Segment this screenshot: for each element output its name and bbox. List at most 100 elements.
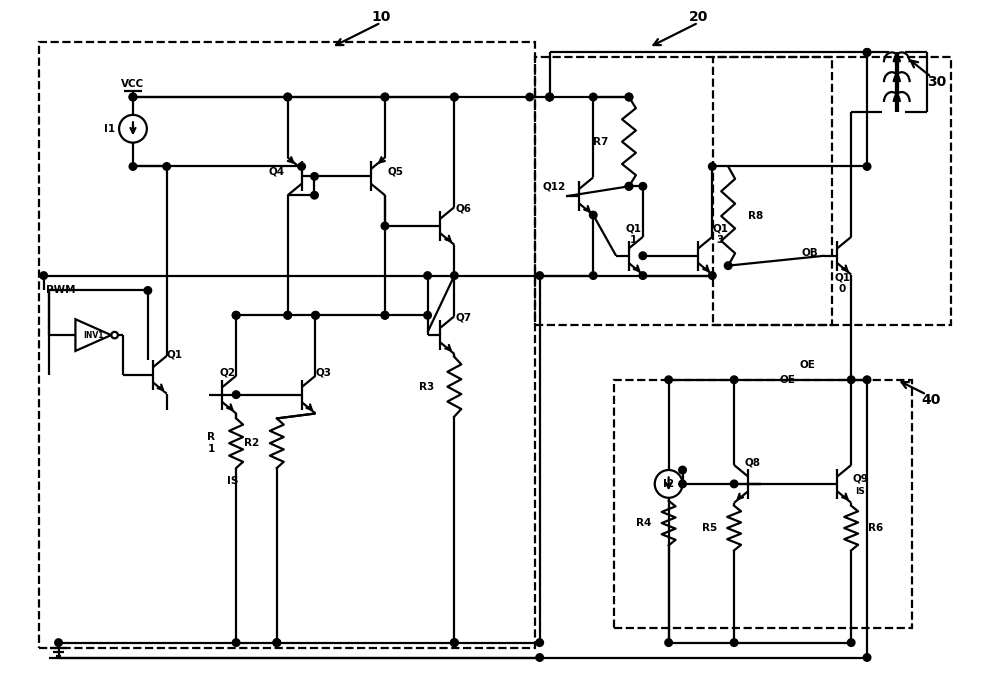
Circle shape [284,93,291,101]
Circle shape [284,311,291,319]
Text: Q7: Q7 [455,312,471,322]
Text: R5: R5 [702,523,717,533]
Text: VCC: VCC [121,79,145,89]
Circle shape [232,639,240,646]
Circle shape [451,639,458,646]
Text: R2: R2 [244,439,260,448]
Circle shape [639,183,647,190]
Circle shape [298,163,305,170]
Text: PWM: PWM [46,286,75,295]
Circle shape [284,311,291,319]
Circle shape [730,639,738,646]
Circle shape [625,93,633,101]
Circle shape [312,311,319,319]
Bar [535,58,832,325]
Circle shape [546,93,553,101]
Bar [39,42,535,648]
Text: Q1
1: Q1 1 [626,223,642,245]
Circle shape [129,163,137,170]
Circle shape [639,252,647,259]
Text: OB: OB [801,247,818,258]
Circle shape [863,49,871,56]
Circle shape [40,272,47,279]
Circle shape [847,639,855,646]
Circle shape [381,222,389,230]
Circle shape [163,163,170,170]
Circle shape [536,654,543,661]
Text: R
1: R 1 [207,432,215,454]
Circle shape [232,311,240,319]
Text: I1: I1 [104,124,115,133]
Circle shape [451,272,458,279]
Circle shape [381,93,389,101]
Circle shape [451,93,458,101]
Circle shape [709,163,716,170]
Text: IS: IS [855,487,865,496]
Circle shape [536,639,543,646]
Circle shape [312,311,319,319]
Text: OE: OE [800,360,815,370]
Circle shape [536,272,543,279]
Bar [614,379,912,628]
Circle shape [232,311,240,319]
Circle shape [863,376,871,384]
Text: OE: OE [780,375,796,385]
Text: Q3: Q3 [315,368,331,378]
Text: Q6: Q6 [455,203,471,213]
Circle shape [589,272,597,279]
Circle shape [625,93,633,101]
Circle shape [381,311,389,319]
Circle shape [451,93,458,101]
Text: R7: R7 [593,137,609,147]
Circle shape [625,183,633,190]
Circle shape [129,93,137,101]
Text: R6: R6 [868,523,884,533]
Circle shape [863,654,871,661]
Circle shape [381,93,389,101]
Circle shape [679,466,686,474]
Text: Q2: Q2 [219,368,235,378]
Text: Q8: Q8 [745,457,761,467]
Circle shape [273,639,281,646]
Circle shape [311,172,318,180]
Text: INV1: INV1 [83,331,104,340]
Text: IS: IS [227,476,239,486]
Circle shape [625,183,633,190]
Circle shape [546,93,553,101]
Circle shape [589,93,597,101]
Circle shape [381,311,389,319]
Text: Q4: Q4 [269,166,285,177]
Circle shape [424,272,431,279]
Circle shape [424,311,431,319]
Circle shape [284,93,291,101]
Circle shape [847,376,855,384]
Bar [713,58,951,325]
Circle shape [526,93,534,101]
Text: 30: 30 [927,75,946,89]
Circle shape [273,639,281,646]
Text: I2: I2 [663,479,674,489]
Text: R4: R4 [636,518,652,528]
Circle shape [665,376,672,384]
Text: 10: 10 [371,10,391,24]
Circle shape [709,272,716,279]
Circle shape [863,163,871,170]
Text: 40: 40 [922,393,941,407]
Text: Q9: Q9 [852,474,868,484]
Circle shape [724,262,732,270]
Circle shape [589,211,597,219]
Circle shape [639,272,647,279]
Circle shape [232,391,240,398]
Text: R3: R3 [419,382,434,392]
Circle shape [546,93,553,101]
Text: 20: 20 [689,10,708,24]
Circle shape [55,639,62,646]
Circle shape [863,49,871,56]
Circle shape [451,639,458,646]
Circle shape [730,480,738,488]
Circle shape [144,287,152,294]
Circle shape [129,93,137,101]
Text: Q1
3: Q1 3 [712,223,728,245]
Text: Q5: Q5 [388,166,404,177]
Text: Q12: Q12 [543,181,566,191]
